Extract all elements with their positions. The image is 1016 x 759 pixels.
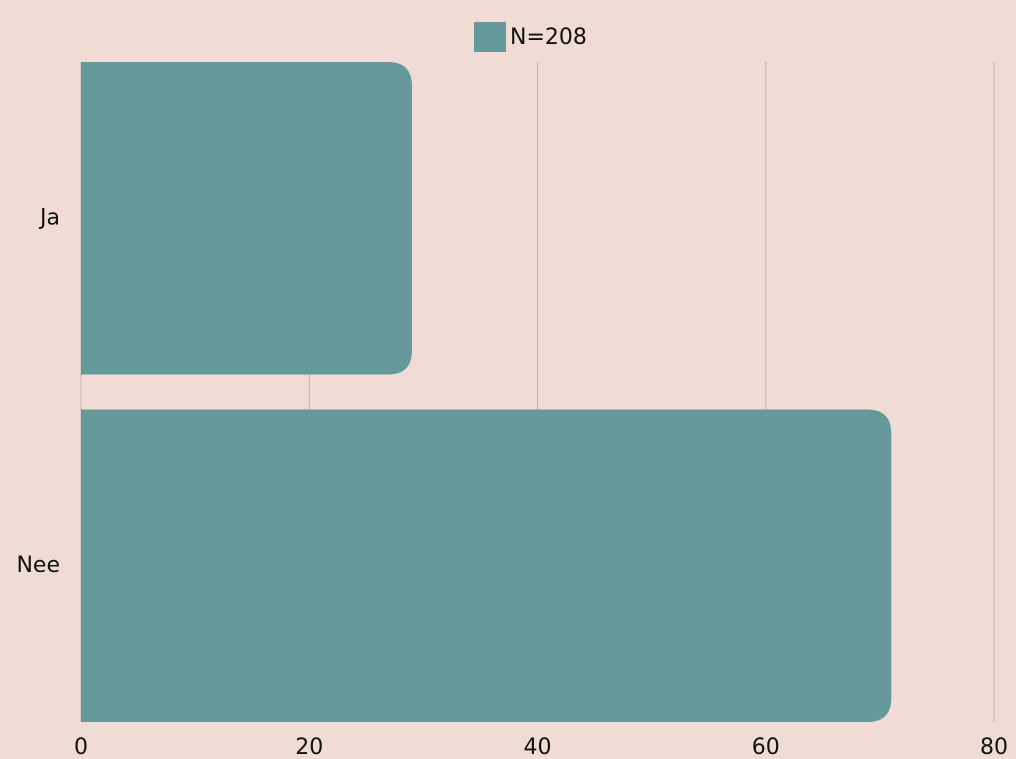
legend-swatch	[474, 22, 506, 52]
legend-label: N=208	[510, 25, 587, 50]
x-tick-label: 0	[74, 735, 88, 759]
y-tick-label: Ja	[38, 205, 60, 230]
x-tick-label: 60	[752, 735, 780, 759]
bar	[81, 409, 892, 722]
x-tick-label: 20	[295, 735, 323, 759]
x-tick-label: 80	[980, 735, 1008, 759]
bar	[81, 62, 412, 375]
x-tick-label: 40	[524, 735, 552, 759]
y-tick-label: Nee	[16, 553, 60, 578]
